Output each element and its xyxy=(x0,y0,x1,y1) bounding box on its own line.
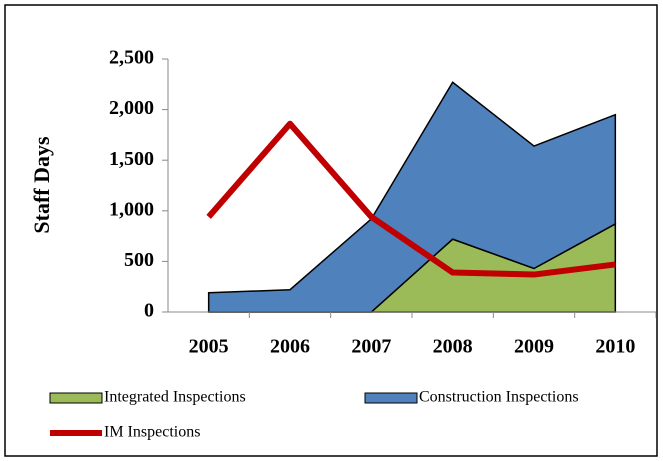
y-tick-label: 1,500 xyxy=(109,148,154,170)
y-axis-title: Staff Days xyxy=(29,136,54,234)
y-tick-label: 0 xyxy=(144,300,154,322)
x-tick-label: 2006 xyxy=(270,336,310,358)
legend-label: Integrated Inspections xyxy=(104,389,246,406)
y-tick-label: 1,000 xyxy=(109,198,154,220)
legend-swatch xyxy=(49,392,103,404)
legend-label: Construction Inspections xyxy=(419,389,579,406)
x-tick-label: 2005 xyxy=(189,336,229,358)
legend-label: IM Inspections xyxy=(104,424,200,441)
x-tick-label: 2010 xyxy=(595,336,635,358)
line xyxy=(206,120,616,278)
y-tick-label: 500 xyxy=(124,249,154,271)
x-tick-label: 2009 xyxy=(514,336,554,358)
legend-swatch xyxy=(364,392,418,404)
x-tick-label: 2008 xyxy=(433,336,473,358)
y-tick-label: 2,500 xyxy=(109,47,154,69)
x-tick-label: 2007 xyxy=(351,336,391,358)
y-tick-label: 2,000 xyxy=(109,97,154,119)
